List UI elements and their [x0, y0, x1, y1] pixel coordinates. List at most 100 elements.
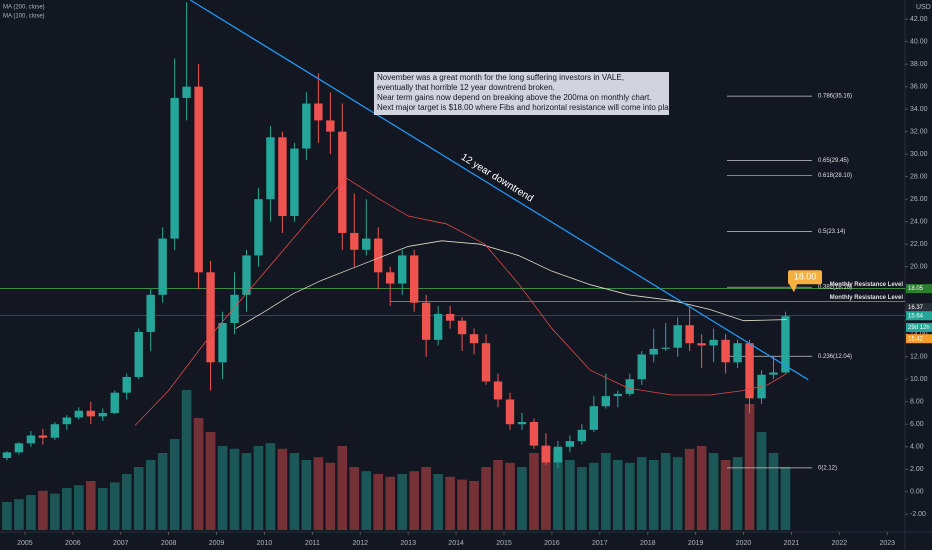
candle-body [769, 372, 778, 375]
volume-bar [612, 460, 623, 530]
price-tag-label: 16.37 [908, 305, 924, 311]
candle-body [290, 148, 299, 217]
candle-body [493, 381, 503, 400]
volume-bar [672, 457, 683, 530]
y-tick-label: 36.00 [910, 83, 928, 90]
volume-bar [74, 485, 84, 530]
price-tag [906, 334, 932, 344]
trendline [189, 0, 809, 381]
x-tick-label: 2019 [688, 540, 704, 547]
x-tick-label: 2007 [113, 540, 129, 547]
y-tick-label: 24.00 [910, 219, 928, 226]
candle-body [601, 396, 611, 407]
legend-entry: MA (200, close) [3, 5, 45, 11]
resistance-label: Monthly Resistance Level [830, 282, 904, 288]
volume-bar [277, 448, 288, 530]
volume-bar [624, 462, 635, 530]
legend-entry: MA (100, close) [3, 14, 45, 20]
volume-bar [193, 418, 204, 530]
candle-body [86, 410, 95, 417]
volume-bar [481, 467, 491, 530]
candle-body [673, 325, 682, 348]
target-label: 18.00 [794, 272, 817, 282]
volume-bar [589, 462, 599, 530]
candle-body [122, 376, 131, 393]
y-tick-label: 6.00 [910, 421, 924, 428]
volume-bar [636, 457, 647, 530]
price-tag-label: 29d 12h [908, 325, 930, 331]
candle-body [266, 137, 275, 200]
x-tick-label: 2011 [305, 540, 320, 547]
candle-body [697, 343, 706, 346]
volume-bar [409, 471, 419, 530]
price-tag [906, 311, 932, 321]
candle-body [433, 313, 443, 340]
volume-bar [313, 457, 324, 530]
candle-body [745, 343, 754, 399]
volume-bar [349, 467, 360, 530]
candle-body [242, 255, 251, 295]
candle-body [409, 255, 419, 303]
volume-bar [457, 479, 467, 530]
candle-body [481, 343, 491, 382]
fib-label: 0.65(29.45) [818, 158, 849, 164]
volume-bar [121, 474, 132, 530]
volume-bar [744, 404, 755, 530]
y-tick-label: 22.00 [910, 241, 928, 248]
price-tag-label: 15.42 [908, 336, 924, 342]
note-line: Next major target is $18.00 where Fibs a… [377, 103, 674, 112]
volume-bar [109, 482, 120, 530]
candle-body [445, 313, 455, 321]
price-tag [906, 284, 932, 294]
candle-body [517, 421, 527, 425]
volume-bar [553, 448, 563, 530]
candle-body [230, 294, 239, 323]
y-tick-label: 30.00 [910, 151, 928, 158]
x-tick-label: 2012 [352, 540, 368, 547]
volume-bar [38, 490, 48, 530]
candle-body [206, 272, 215, 363]
x-tick-label: 2020 [736, 540, 752, 547]
candle-body [661, 347, 670, 349]
candle-body [721, 339, 730, 363]
fib-label: 0.5(23.14) [818, 229, 845, 235]
x-tick-label: 2013 [400, 540, 416, 547]
y-tick-label: 0.00 [910, 489, 924, 496]
candle-body [326, 120, 335, 132]
y-tick-label: -2.00 [910, 511, 926, 518]
volume-bar [205, 432, 216, 530]
target-box [788, 270, 822, 285]
price-tag [906, 322, 932, 332]
candle-body [2, 452, 12, 458]
volume-bar [780, 467, 791, 530]
volume-bar [157, 453, 168, 530]
candle-body [14, 443, 24, 453]
candle-body [457, 320, 467, 335]
candle-body [158, 238, 167, 295]
note-line: Near term gains now depend on breaking a… [377, 93, 651, 102]
x-tick-label: 2018 [640, 540, 656, 547]
note-box [374, 72, 669, 115]
y-tick-label: 40.00 [910, 38, 928, 45]
candle-body [685, 325, 694, 344]
candle-body [553, 446, 563, 463]
x-tick-label: 2017 [592, 540, 608, 547]
candle-body [386, 272, 395, 284]
volume-bar [253, 446, 264, 530]
candle-body [254, 199, 263, 256]
volume-bar [62, 488, 72, 530]
x-tick-label: 2010 [257, 540, 273, 547]
volume-bar [648, 460, 659, 530]
volume-bar [289, 453, 300, 530]
candle-body [218, 322, 227, 363]
candle-body [565, 441, 575, 447]
volume-bar [696, 446, 707, 530]
volume-bar [50, 493, 60, 530]
fib-label: 0.382(18.18) [818, 285, 852, 291]
candle-body [350, 232, 359, 250]
y-tick-label: 20.00 [910, 264, 928, 271]
x-tick-label: 2005 [17, 540, 33, 547]
y-tick-label: 10.00 [910, 376, 928, 383]
x-tick-label: 2016 [544, 540, 560, 547]
candle-body [625, 379, 634, 394]
